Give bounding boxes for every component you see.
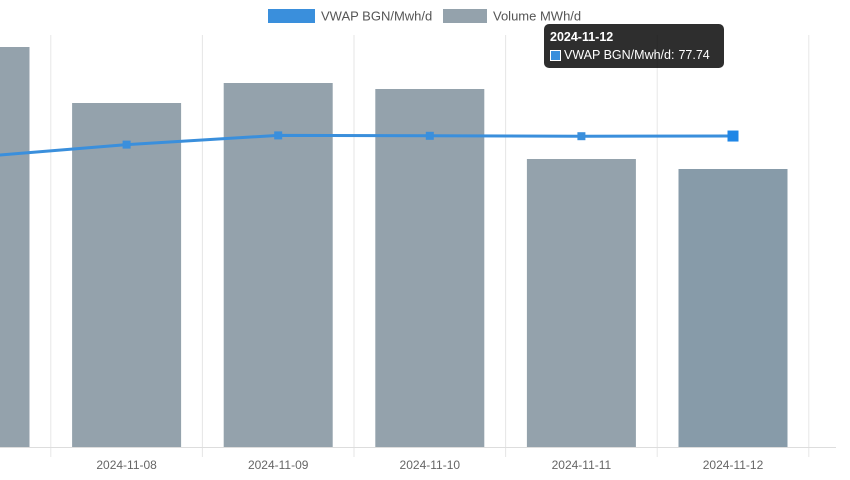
volume-bar[interactable] [223,83,333,447]
legend-vwap-label[interactable]: VWAP BGN/Mwh/d [321,9,432,24]
grid [50,35,810,457]
x-tick-label: 2024-11-10 [400,458,461,472]
legend-volume-label[interactable]: Volume MWh/d [493,9,581,24]
volume-bar[interactable] [0,47,30,447]
x-tick-label: 2024-11-08 [96,458,157,472]
vwap-line [0,130,739,157]
legend-volume-swatch[interactable] [443,9,487,23]
tooltip-row: VWAP BGN/Mwh/d: 77.74 [550,46,718,64]
vwap-point[interactable] [274,131,283,140]
tooltip-value: 77.74 [678,48,710,62]
tooltip-swatch [550,49,561,61]
vwap-line-path [0,133,734,157]
vwap-point[interactable] [577,132,586,141]
x-axis: 72024-11-082024-11-092024-11-102024-11-1… [0,447,836,472]
tooltip-title: 2024-11-12 [550,30,614,44]
x-tick-label: 2024-11-09 [248,458,309,472]
volume-bar[interactable] [375,89,485,447]
legend: VWAP BGN/Mwh/d Volume MWh/d [268,9,581,24]
volume-bars [0,47,788,447]
volume-bar[interactable] [678,169,788,447]
x-tick-label: 2024-11-12 [703,458,764,472]
vwap-point[interactable] [727,130,739,142]
volume-bar[interactable] [526,159,636,447]
vwap-point[interactable] [425,131,434,140]
volume-bar[interactable] [72,103,182,447]
legend-vwap-swatch[interactable] [268,9,315,23]
tooltip: 2024-11-12 VWAP BGN/Mwh/d: 77.74 [544,24,724,68]
x-tick-label: 2024-11-11 [552,458,612,472]
tooltip-series-label: VWAP BGN/Mwh/d: [564,48,675,62]
vwap-point[interactable] [122,140,131,149]
